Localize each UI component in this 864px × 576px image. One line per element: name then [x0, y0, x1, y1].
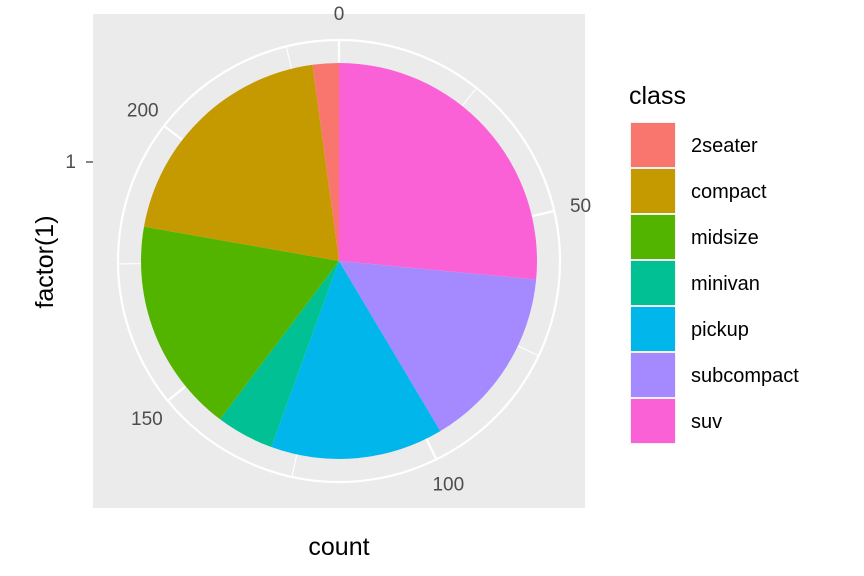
theta-tick-label: 200 — [127, 100, 159, 121]
legend-swatch-2seater — [631, 123, 675, 167]
y-axis-title: factor(1) — [31, 215, 59, 308]
theta-tick-label: 50 — [570, 196, 591, 217]
theta-tick-label: 100 — [432, 475, 464, 496]
legend-swatch-subcompact — [631, 353, 675, 397]
legend-label-midsize: midsize — [691, 227, 759, 249]
legend-label-pickup: pickup — [691, 319, 749, 341]
legend-label-minivan: minivan — [691, 273, 760, 295]
legend-label-compact: compact — [691, 181, 767, 203]
legend-title: class — [629, 82, 686, 110]
pie-slice-pickup — [271, 261, 441, 459]
legend-swatch-minivan — [631, 261, 675, 305]
pie-slice-suv — [339, 63, 537, 280]
pie-slice-compact — [144, 64, 339, 261]
legend-items: 2seater compact midsize minivan pickup subcom… — [630, 122, 799, 444]
pie-slice-2seater — [312, 63, 339, 261]
legend-swatch-compact — [631, 169, 675, 213]
pie-slice-minivan — [220, 261, 339, 448]
pie-slice-subcompact — [339, 261, 537, 432]
x-axis-title: count — [308, 533, 369, 561]
legend-swatch-midsize — [631, 215, 675, 259]
legend-label-suv: suv — [691, 411, 722, 433]
theta-tick-label: 150 — [131, 409, 163, 430]
theta-tick-labels: 0 50 100 150 200 — [127, 4, 591, 496]
legend-swatch-suv — [631, 399, 675, 443]
legend-swatch-pickup — [631, 307, 675, 351]
legend-label-subcompact: subcompact — [691, 365, 799, 387]
pie-slice-midsize — [141, 226, 339, 420]
theta-tick-label: 0 — [334, 4, 345, 25]
y-tick-label: 1 — [65, 152, 76, 173]
legend-label-2seater: 2seater — [691, 135, 758, 157]
legend: class 2seater compact midsize minivan pickup… — [629, 82, 799, 444]
pie-slices — [141, 63, 537, 459]
